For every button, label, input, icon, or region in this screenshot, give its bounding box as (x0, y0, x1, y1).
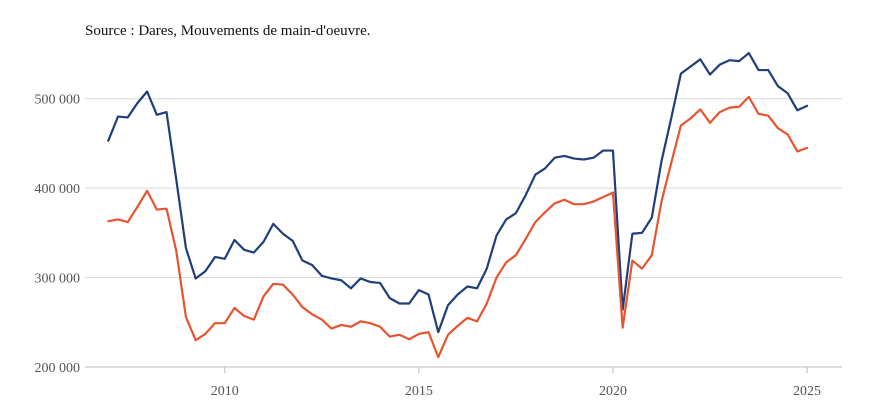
y-tick-label: 500 000 (35, 93, 81, 108)
y-tick-label: 300 000 (35, 272, 81, 287)
grid-lines (85, 98, 842, 368)
x-tick-label: 2010 (211, 384, 239, 399)
chart-source-note: Source : Dares, Mouvements de main-d'oeu… (85, 23, 371, 39)
x-tick-label: 2020 (599, 384, 627, 399)
series-line-1 (107, 51, 809, 334)
x-axis: 2010 2015 2020 2025 (85, 366, 842, 399)
series-line-2 (107, 95, 809, 359)
x-tick-label: 2015 (405, 384, 433, 399)
y-axis-tick-labels: 200 000 300 000 400 000 500 000 (35, 93, 81, 376)
y-tick-label: 200 000 (35, 361, 81, 376)
y-tick-label: 400 000 (35, 182, 81, 197)
series-lines (107, 51, 809, 359)
x-tick-label: 2025 (793, 384, 821, 399)
